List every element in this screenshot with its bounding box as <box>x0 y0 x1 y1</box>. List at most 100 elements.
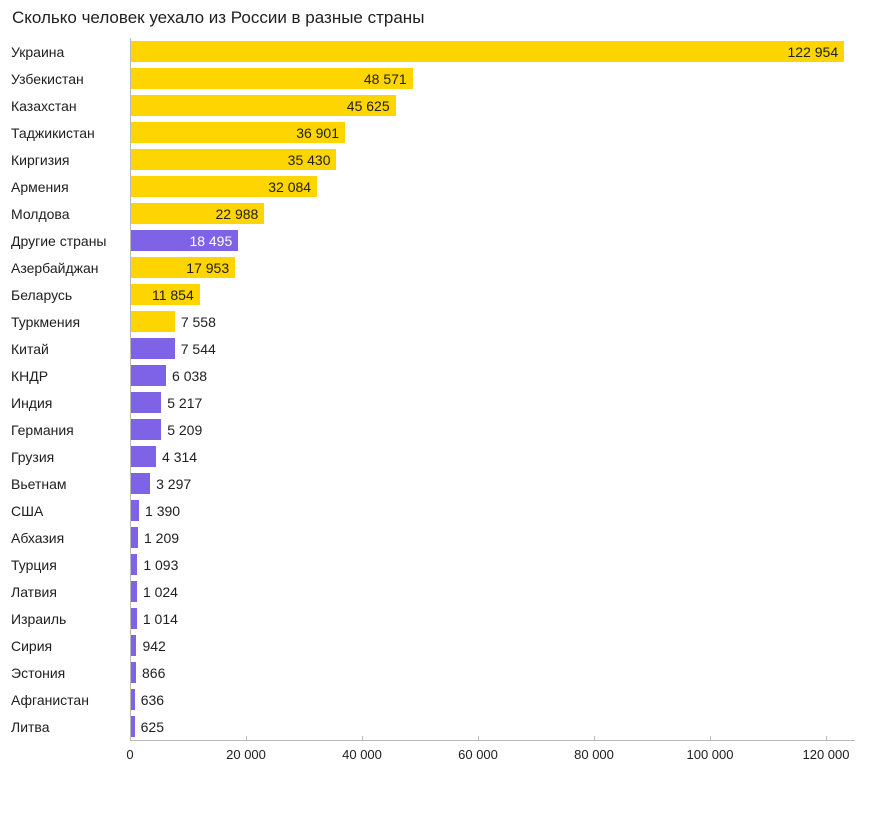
bar-chart: Украина122 954Узбекистан48 571Казахстан4… <box>10 38 860 770</box>
value-label: 4 314 <box>162 449 197 465</box>
bar-row: Китай7 544 <box>131 335 855 362</box>
category-label: Таджикистан <box>11 125 123 141</box>
bar-row: КНДР6 038 <box>131 362 855 389</box>
category-label: Узбекистан <box>11 71 123 87</box>
value-label: 5 209 <box>167 422 202 438</box>
bar <box>131 473 150 494</box>
bar-row: Германия5 209 <box>131 416 855 443</box>
category-label: Литва <box>11 719 123 735</box>
value-label: 35 430 <box>131 152 336 168</box>
bar-row: Турция1 093 <box>131 551 855 578</box>
value-label: 625 <box>141 719 164 735</box>
bar-row: Азербайджан17 953 <box>131 254 855 281</box>
category-label: Казахстан <box>11 98 123 114</box>
bar-row: Афганистан636 <box>131 686 855 713</box>
bar <box>131 581 137 602</box>
category-label: Азербайджан <box>11 260 123 276</box>
value-label: 45 625 <box>131 98 396 114</box>
x-tick <box>362 736 363 741</box>
bar <box>131 392 161 413</box>
x-tick-label: 120 000 <box>803 747 850 762</box>
value-label: 1 390 <box>145 503 180 519</box>
value-label: 866 <box>142 665 165 681</box>
x-tick-label: 60 000 <box>458 747 498 762</box>
category-label: Другие страны <box>11 233 123 249</box>
value-label: 5 217 <box>167 395 202 411</box>
value-label: 122 954 <box>131 44 844 60</box>
bar <box>131 338 175 359</box>
value-label: 22 988 <box>131 206 264 222</box>
bar-row: Сирия942 <box>131 632 855 659</box>
bar-row: Эстония866 <box>131 659 855 686</box>
bar <box>131 365 166 386</box>
category-label: Израиль <box>11 611 123 627</box>
value-label: 7 544 <box>181 341 216 357</box>
bar-row: Латвия1 024 <box>131 578 855 605</box>
bar-row: Беларусь11 854 <box>131 281 855 308</box>
category-label: Киргизия <box>11 152 123 168</box>
value-label: 7 558 <box>181 314 216 330</box>
value-label: 942 <box>142 638 165 654</box>
bar <box>131 608 137 629</box>
category-label: Эстония <box>11 665 123 681</box>
x-tick-label: 0 <box>126 747 133 762</box>
category-label: Афганистан <box>11 692 123 708</box>
bar-row: Вьетнам3 297 <box>131 470 855 497</box>
bar-row: Израиль1 014 <box>131 605 855 632</box>
value-label: 636 <box>141 692 164 708</box>
value-label: 18 495 <box>131 233 238 249</box>
value-label: 32 084 <box>131 179 317 195</box>
x-tick <box>130 736 131 741</box>
bar-row: Молдова22 988 <box>131 200 855 227</box>
value-label: 11 854 <box>131 287 200 303</box>
bar <box>131 689 135 710</box>
x-tick-label: 100 000 <box>687 747 734 762</box>
x-tick-label: 80 000 <box>574 747 614 762</box>
bar <box>131 500 139 521</box>
category-label: Армения <box>11 179 123 195</box>
x-tick <box>478 736 479 741</box>
category-label: Латвия <box>11 584 123 600</box>
x-tick <box>594 736 595 741</box>
category-label: Молдова <box>11 206 123 222</box>
bar-row: Казахстан45 625 <box>131 92 855 119</box>
bar <box>131 554 137 575</box>
bar-row: Туркмения7 558 <box>131 308 855 335</box>
plot-area: Украина122 954Узбекистан48 571Казахстан4… <box>130 38 855 740</box>
bar <box>131 311 175 332</box>
category-label: Индия <box>11 395 123 411</box>
bar-row: Таджикистан36 901 <box>131 119 855 146</box>
bar <box>131 446 156 467</box>
x-tick-label: 40 000 <box>342 747 382 762</box>
x-axis: 020 00040 00060 00080 000100 000120 000 <box>130 740 855 770</box>
value-label: 6 038 <box>172 368 207 384</box>
category-label: США <box>11 503 123 519</box>
category-label: Германия <box>11 422 123 438</box>
category-label: КНДР <box>11 368 123 384</box>
category-label: Вьетнам <box>11 476 123 492</box>
value-label: 48 571 <box>131 71 413 87</box>
bar-row: США1 390 <box>131 497 855 524</box>
value-label: 36 901 <box>131 125 345 141</box>
bar-row: Абхазия1 209 <box>131 524 855 551</box>
value-label: 3 297 <box>156 476 191 492</box>
x-tick-label: 20 000 <box>226 747 266 762</box>
chart-title: Сколько человек уехало из России в разны… <box>12 8 861 28</box>
category-label: Украина <box>11 44 123 60</box>
category-label: Абхазия <box>11 530 123 546</box>
bar-row: Грузия4 314 <box>131 443 855 470</box>
category-label: Грузия <box>11 449 123 465</box>
value-label: 1 093 <box>143 557 178 573</box>
bar-row: Литва625 <box>131 713 855 740</box>
x-tick <box>246 736 247 741</box>
value-label: 1 024 <box>143 584 178 600</box>
bar <box>131 527 138 548</box>
bar <box>131 716 135 737</box>
category-label: Беларусь <box>11 287 123 303</box>
bar-row: Другие страны18 495 <box>131 227 855 254</box>
value-label: 1 014 <box>143 611 178 627</box>
bar-row: Киргизия35 430 <box>131 146 855 173</box>
value-label: 1 209 <box>144 530 179 546</box>
category-label: Турция <box>11 557 123 573</box>
bar-row: Украина122 954 <box>131 38 855 65</box>
